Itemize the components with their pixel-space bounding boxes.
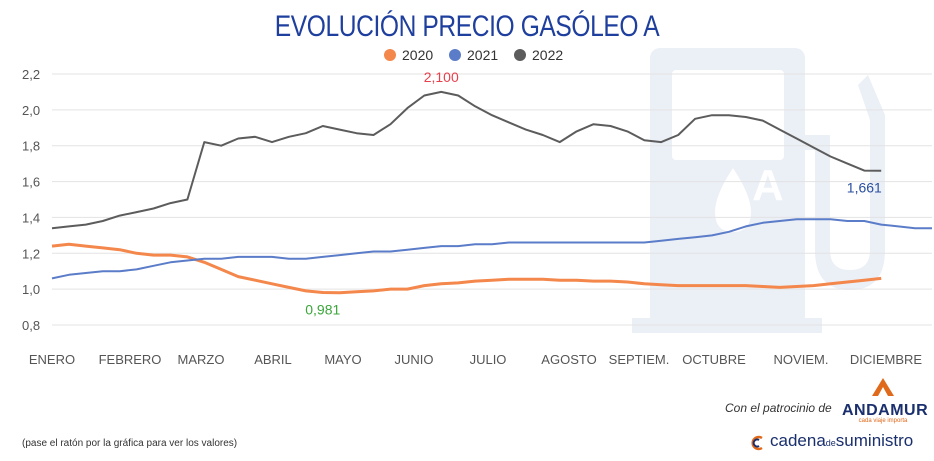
y-tick-label: 1,2 (22, 246, 40, 261)
andamur-brand: ANDAMUR (842, 402, 929, 419)
cadena-word: cadena (770, 431, 826, 450)
legend[interactable]: 2020 2021 2022 (384, 47, 563, 63)
y-tick-label: 1,4 (22, 210, 40, 225)
y-tick-label: 0,8 (22, 318, 40, 333)
x-tick-label: MARZO (178, 352, 225, 367)
y-tick-label: 1,8 (22, 139, 40, 154)
y-tick-label: 1,6 (22, 175, 40, 190)
series-line-2020[interactable] (51, 242, 882, 295)
x-tick-label: SEPTIEM. (609, 352, 670, 367)
series-lines (51, 90, 932, 295)
x-axis-ticks: ENERO FEBRERO MARZO ABRIL MAYO JUNIO JULIO AGOS… (29, 352, 923, 367)
legend-marker-2020 (384, 49, 396, 61)
y-tick-label: 2,0 (22, 103, 40, 118)
cadena-suministro: suministro (835, 431, 914, 450)
x-tick-label: AGOSTO (541, 352, 596, 367)
annotation-label: 2,100 (424, 69, 459, 85)
x-tick-label: ABRIL (254, 352, 292, 367)
x-tick-label: ENERO (29, 352, 75, 367)
x-tick-label: FEBRERO (99, 352, 162, 367)
annotation-label: 1,661 (847, 180, 882, 196)
x-tick-label: MAYO (324, 352, 361, 367)
x-tick-label: JULIO (470, 352, 507, 367)
svg-text:A: A (752, 161, 784, 210)
annotation-label: 0,981 (305, 302, 340, 318)
legend-label-2022[interactable]: 2022 (532, 47, 563, 63)
cadena-logo-icon (751, 435, 763, 451)
y-tick-label: 2,2 (22, 67, 40, 82)
legend-label-2021[interactable]: 2021 (467, 47, 498, 63)
hover-hint: (pase el ratón por la gráfica para ver l… (22, 438, 238, 449)
x-tick-label: NOVIEM. (774, 352, 829, 367)
series-line-2021[interactable] (51, 218, 932, 280)
andamur-tagline: cada viaje importa (858, 418, 908, 424)
fuel-pump-icon: A (632, 48, 885, 333)
cadena-logo[interactable]: cadenadesuministro (770, 431, 913, 451)
y-axis-ticks: 2,2 2,0 1,8 1,6 1,4 1,2 1,0 0,8 (22, 67, 40, 333)
y-tick-label: 1,0 (22, 282, 40, 297)
legend-marker-2022 (514, 49, 526, 61)
sponsor-text: Con el patrocinio de (725, 401, 832, 415)
grid-lines (52, 73, 932, 326)
x-tick-label: JUNIO (395, 352, 434, 367)
data-annotations: 2,100 0,981 1,661 (305, 69, 882, 318)
legend-marker-2021 (449, 49, 461, 61)
cadena-de: de (825, 438, 836, 448)
x-tick-label: OCTUBRE (682, 352, 746, 367)
legend-label-2020[interactable]: 2020 (402, 47, 433, 63)
chart-title: EVOLUCIÓN PRECIO GASÓLEO A (274, 10, 660, 43)
andamur-logo-icon (872, 378, 894, 396)
andamur-logo[interactable]: ANDAMUR cada viaje importa (842, 377, 929, 424)
x-tick-label: DICIEMBRE (850, 352, 923, 367)
series-line-2022[interactable] (51, 90, 882, 230)
